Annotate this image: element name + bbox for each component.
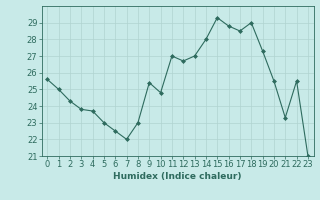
X-axis label: Humidex (Indice chaleur): Humidex (Indice chaleur) [113, 172, 242, 181]
